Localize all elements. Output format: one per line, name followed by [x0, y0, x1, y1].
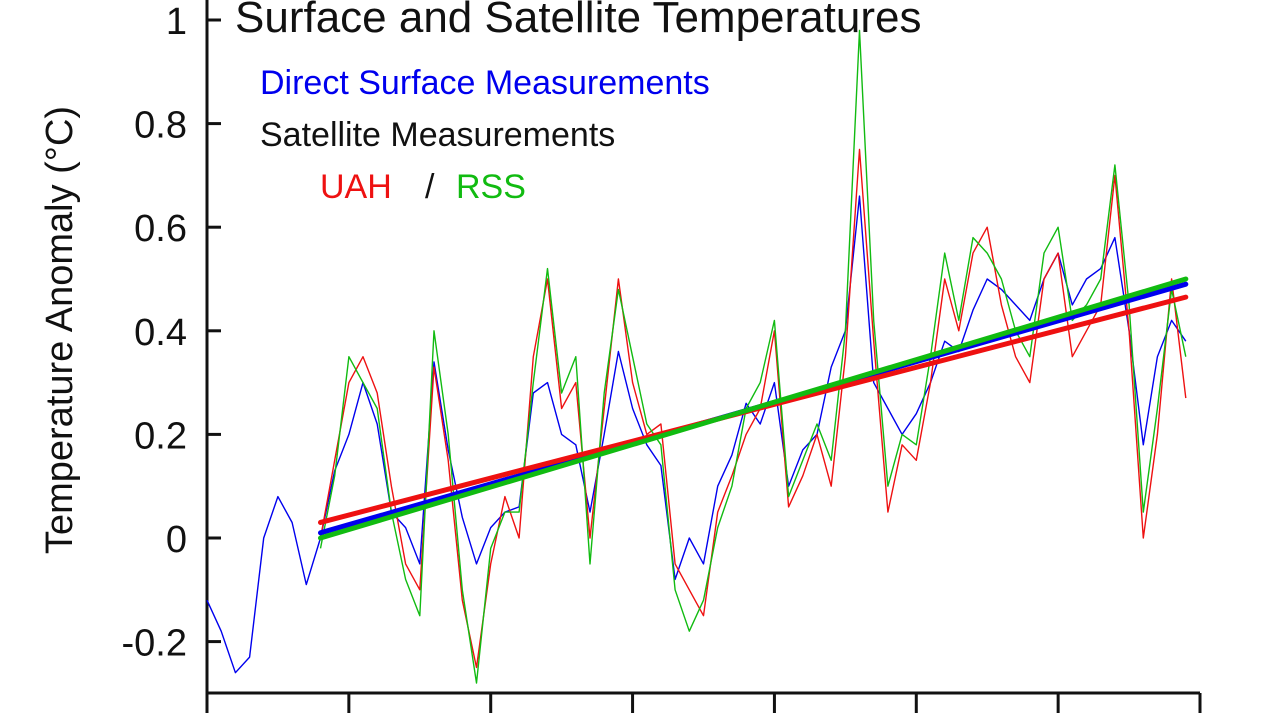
y-tick-label: 1	[166, 1, 187, 43]
trend-line-rss	[317, 276, 1189, 541]
series-line-direct-surface-measurements	[206, 195, 1187, 674]
y-tick-label: 0.4	[134, 312, 187, 354]
chart-title: Surface and Satellite Temperatures	[235, 0, 921, 42]
legend-separator: /	[425, 168, 435, 206]
y-tick-label: 0.2	[134, 415, 187, 457]
y-tick-label: -0.2	[122, 623, 187, 665]
series-lines	[206, 29, 1187, 684]
legend-surface: Direct Surface Measurements	[260, 64, 710, 102]
y-axis-label: Temperature Anomaly (°C)	[39, 106, 81, 554]
legend-rss: RSS	[456, 168, 526, 206]
series-line-uah	[319, 148, 1187, 669]
legend-satellite: Satellite Measurements	[260, 116, 615, 154]
axes: -0.2 0 0.2 0.4 0.6 0.8 1	[122, 0, 1202, 713]
series-line-rss	[319, 29, 1187, 684]
y-tick-label: 0.6	[134, 208, 187, 250]
legend-uah: UAH	[320, 168, 392, 206]
trend-lines	[317, 276, 1189, 541]
y-tick-label: 0	[166, 519, 187, 561]
y-tick-label: 0.8	[134, 105, 187, 147]
